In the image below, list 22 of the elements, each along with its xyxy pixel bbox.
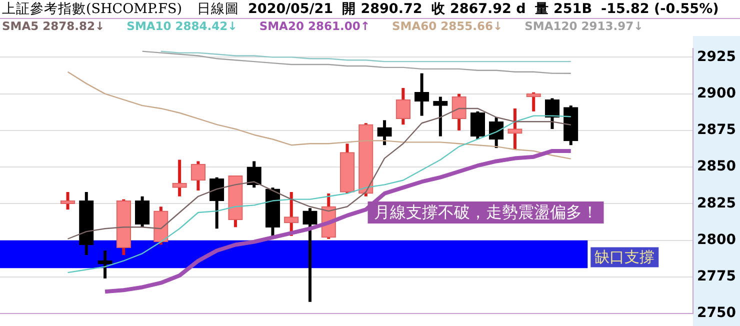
y-tick-label: 2925 <box>697 48 736 65</box>
text: 開 2890.72 <box>342 0 422 18</box>
text: SMA60 2855.66↓ <box>392 19 503 35</box>
y-tick-label: 2825 <box>697 195 736 212</box>
y-tick-label: 2900 <box>697 85 736 102</box>
text: 收 2867.92 d <box>431 0 526 18</box>
y-tick-label: 2800 <box>697 232 736 248</box>
annotation: 月線支撐不破，走勢震盪偏多！ <box>374 202 598 222</box>
text: 量 251B <box>534 0 592 18</box>
chart-subtitle: 日線圖 <box>197 0 240 18</box>
text: SMA10 2884.42↓ <box>126 19 238 35</box>
y-tick-label: 2875 <box>697 122 736 138</box>
y-tick-label: 2850 <box>697 158 736 175</box>
text: SMA120 2913.97↓ <box>524 19 644 35</box>
chart-title: 上証參考指數(SHCOMP.FS) <box>2 0 182 18</box>
y-tick-label: 2775 <box>697 268 736 285</box>
band-label: 缺口支撐 <box>594 248 655 266</box>
text: SMA5 2878.82↓ <box>2 19 105 35</box>
text: -15.82 (-0.55%) <box>600 1 719 17</box>
text: 2020/05/21 <box>248 1 334 17</box>
y-tick-label: 2750 <box>697 305 736 322</box>
text: SMA20 2861.00↑ <box>259 19 370 35</box>
